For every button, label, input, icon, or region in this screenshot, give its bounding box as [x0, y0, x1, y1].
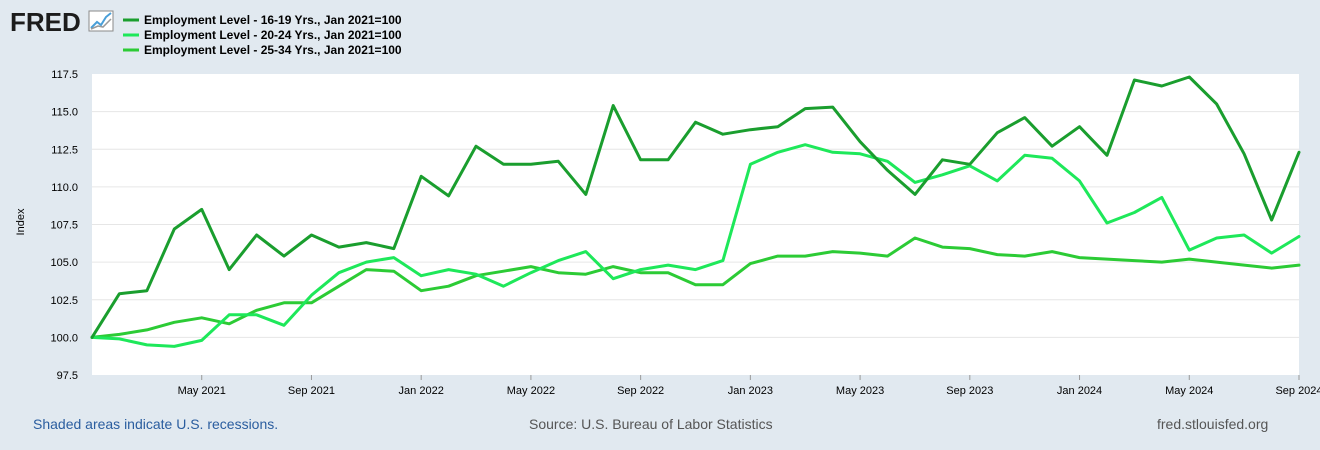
site-link[interactable]: fred.stlouisfed.org	[1157, 416, 1269, 432]
x-tick-label: Sep 2023	[946, 385, 993, 397]
y-tick-label: 110.0	[51, 182, 78, 194]
source-text: Source: U.S. Bureau of Labor Statistics	[529, 416, 773, 432]
y-tick-label: 97.5	[57, 370, 78, 382]
legend-label: Employment Level - 20-24 Yrs., Jan 2021=…	[144, 28, 402, 42]
x-tick-label: Jan 2023	[728, 385, 773, 397]
y-axis-ticks: 97.5 100.0 102.5 105.0 107.5 110.0 112.5 115.0 1…	[50, 69, 78, 382]
gridlines	[92, 111, 1299, 338]
line-chart-icon	[88, 10, 114, 32]
y-tick-label: 115.0	[51, 107, 78, 119]
legend-item[interactable]: Employment Level - 25-34 Yrs., Jan 2021=…	[123, 43, 402, 57]
x-tick-label: May 2023	[836, 385, 884, 397]
y-axis-title: Index	[15, 208, 27, 235]
series-lines	[90, 75, 1301, 348]
series-16-19-line	[90, 75, 1301, 339]
x-tick-label: May 2022	[507, 385, 555, 397]
x-tick-label: Jan 2024	[1057, 385, 1102, 397]
fred-logo-text: FRED	[10, 7, 81, 37]
legend-item[interactable]: Employment Level - 16-19 Yrs., Jan 2021=…	[123, 13, 402, 27]
x-tick-label: May 2024	[1165, 385, 1213, 397]
x-tick-label: Sep 2024	[1275, 385, 1320, 397]
y-tick-label: 117.5	[51, 69, 78, 81]
x-axis-ticks: May 2021 Sep 2021 Jan 2022 May 2022 Sep 2022…	[178, 375, 1320, 397]
x-tick-label: Jan 2022	[399, 385, 444, 397]
legend-label: Employment Level - 16-19 Yrs., Jan 2021=…	[144, 13, 402, 27]
series-20-24-line	[90, 143, 1301, 348]
x-tick-label: May 2021	[178, 385, 226, 397]
y-tick-label: 102.5	[50, 295, 78, 307]
y-tick-label: 100.0	[50, 332, 78, 344]
x-tick-label: Sep 2021	[288, 385, 335, 397]
series-25-34-line	[90, 236, 1301, 339]
x-tick-label: Sep 2022	[617, 385, 664, 397]
legend-item[interactable]: Employment Level - 20-24 Yrs., Jan 2021=…	[123, 28, 402, 42]
fred-logo[interactable]: FRED	[10, 7, 114, 37]
recession-note: Shaded areas indicate U.S. recessions.	[33, 416, 279, 432]
legend-label: Employment Level - 25-34 Yrs., Jan 2021=…	[144, 43, 402, 57]
chart-legend: Employment Level - 16-19 Yrs., Jan 2021=…	[123, 13, 402, 57]
y-tick-label: 112.5	[51, 144, 78, 156]
y-tick-label: 107.5	[50, 220, 78, 232]
y-tick-label: 105.0	[50, 257, 78, 269]
